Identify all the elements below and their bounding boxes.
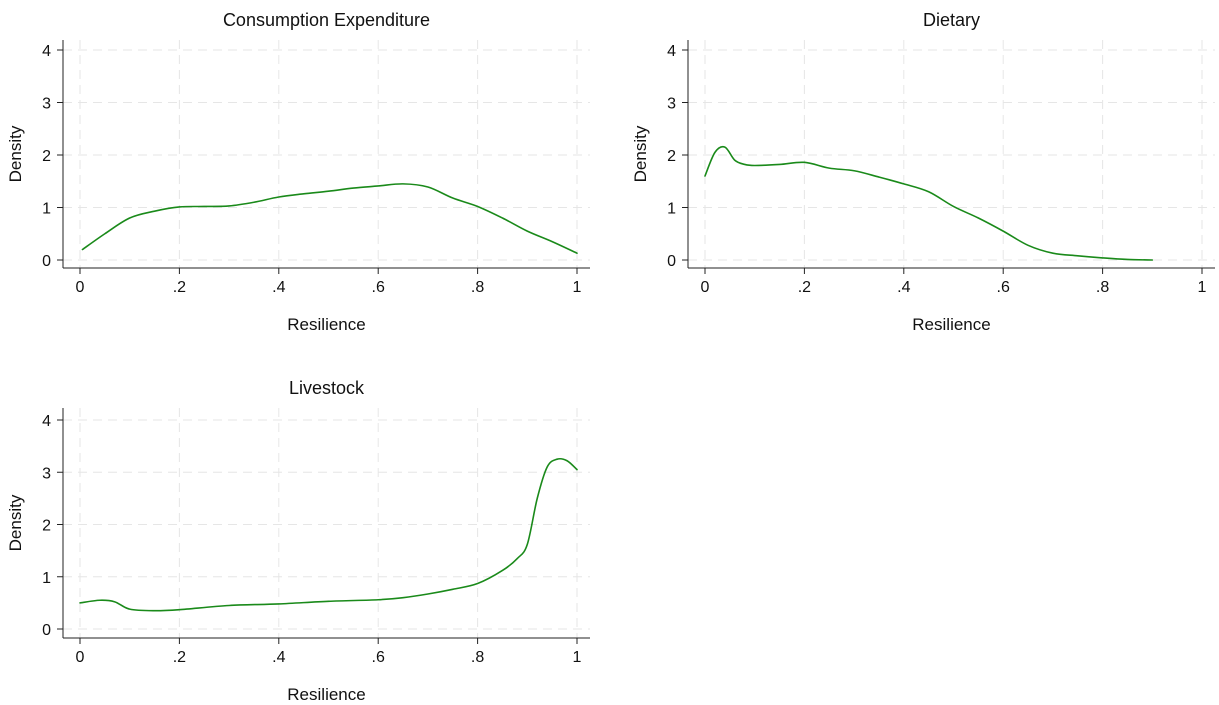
x-tick-label: .6 <box>997 279 1010 296</box>
y-axis-label: Density <box>631 125 650 182</box>
y-tick-label: 2 <box>667 148 676 165</box>
y-tick-label: 4 <box>667 43 676 60</box>
y-tick-label: 4 <box>42 43 51 60</box>
x-tick-label: 1 <box>1198 279 1207 296</box>
x-tick-label: 0 <box>76 649 85 666</box>
x-tick-label: 1 <box>573 649 582 666</box>
x-tick-label: 1 <box>573 279 582 296</box>
y-tick-label: 1 <box>667 201 676 218</box>
density-curve-line <box>81 183 578 254</box>
y-axis-label: Density <box>6 494 25 551</box>
y-tick-label: 1 <box>42 201 51 218</box>
density-curve-line <box>704 145 1154 261</box>
x-tick-label: 0 <box>701 279 710 296</box>
y-tick-label: 4 <box>42 413 51 430</box>
chart-panel-2: 0 .2 .4 .6 .8 1 0 1 2 3 4 Dietary Resilience Density <box>631 10 1215 334</box>
chart-panel-3: 0 .2 .4 .6 .8 1 0 1 2 3 4 Livestock Resilience Densit… <box>6 378 590 704</box>
x-tick-label: .2 <box>173 649 186 666</box>
x-axis-label: Resilience <box>287 315 365 334</box>
chart-panel-1: 0 .2 .4 .6 .8 1 0 1 2 3 4 Consumption Expenditure Re… <box>6 10 590 334</box>
chart-title: Consumption Expenditure <box>223 10 430 30</box>
y-tick-label: 2 <box>42 148 51 165</box>
x-tick-label: .2 <box>173 279 186 296</box>
chart-title: Dietary <box>923 10 980 30</box>
x-tick-label: .6 <box>372 649 385 666</box>
x-tick-label: .8 <box>471 649 484 666</box>
y-tick-label: 3 <box>42 465 51 482</box>
y-tick-label: 0 <box>42 253 51 270</box>
x-axis-label: Resilience <box>287 685 365 704</box>
x-tick-label: .4 <box>272 279 285 296</box>
x-tick-label: .4 <box>272 649 285 666</box>
y-tick-label: 0 <box>42 622 51 639</box>
y-tick-label: 3 <box>42 96 51 113</box>
density-curve-line <box>79 457 578 612</box>
x-tick-label: 0 <box>76 279 85 296</box>
y-tick-label: 0 <box>667 253 676 270</box>
y-tick-label: 2 <box>42 518 51 535</box>
x-tick-label: .2 <box>798 279 811 296</box>
x-tick-label: .6 <box>372 279 385 296</box>
y-axis-label: Density <box>6 125 25 182</box>
x-axis-label: Resilience <box>912 315 990 334</box>
y-tick-label: 1 <box>42 570 51 587</box>
chart-title: Livestock <box>289 378 365 398</box>
x-tick-label: .4 <box>897 279 910 296</box>
y-tick-label: 3 <box>667 96 676 113</box>
x-tick-label: .8 <box>1096 279 1109 296</box>
x-tick-label: .8 <box>471 279 484 296</box>
